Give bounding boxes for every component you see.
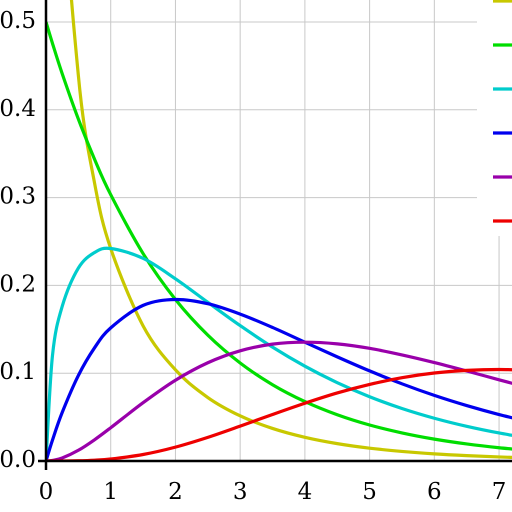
x-tick-label: 4 <box>298 479 313 505</box>
x-tick-label: 1 <box>103 479 118 505</box>
x-tick-label: 3 <box>233 479 248 505</box>
legend-box <box>477 0 512 236</box>
series-line <box>69 0 512 460</box>
x-tick-label: 0 <box>39 479 54 505</box>
y-tick-label: 0.3 <box>0 184 36 210</box>
y-tick-label: 0.5 <box>0 8 36 34</box>
series-line <box>46 297 512 461</box>
x-tick-label: 7 <box>492 479 507 505</box>
x-tick-label: 5 <box>362 479 377 505</box>
legend <box>493 0 512 223</box>
x-tick-label: 2 <box>168 479 183 505</box>
ticks: 0.0 0.1 0.2 0.3 0.4 0.5 0 1 2 3 4 5 6 7 <box>0 8 506 505</box>
y-tick-label: 0.2 <box>0 271 36 297</box>
y-tick-label: 0.4 <box>0 96 36 122</box>
y-tick-label: 0.1 <box>0 359 36 385</box>
series-line <box>46 21 512 451</box>
y-tick-label: 0.0 <box>0 447 36 473</box>
series-line <box>46 246 512 461</box>
series-line <box>46 340 512 461</box>
x-tick-label: 6 <box>427 479 442 505</box>
